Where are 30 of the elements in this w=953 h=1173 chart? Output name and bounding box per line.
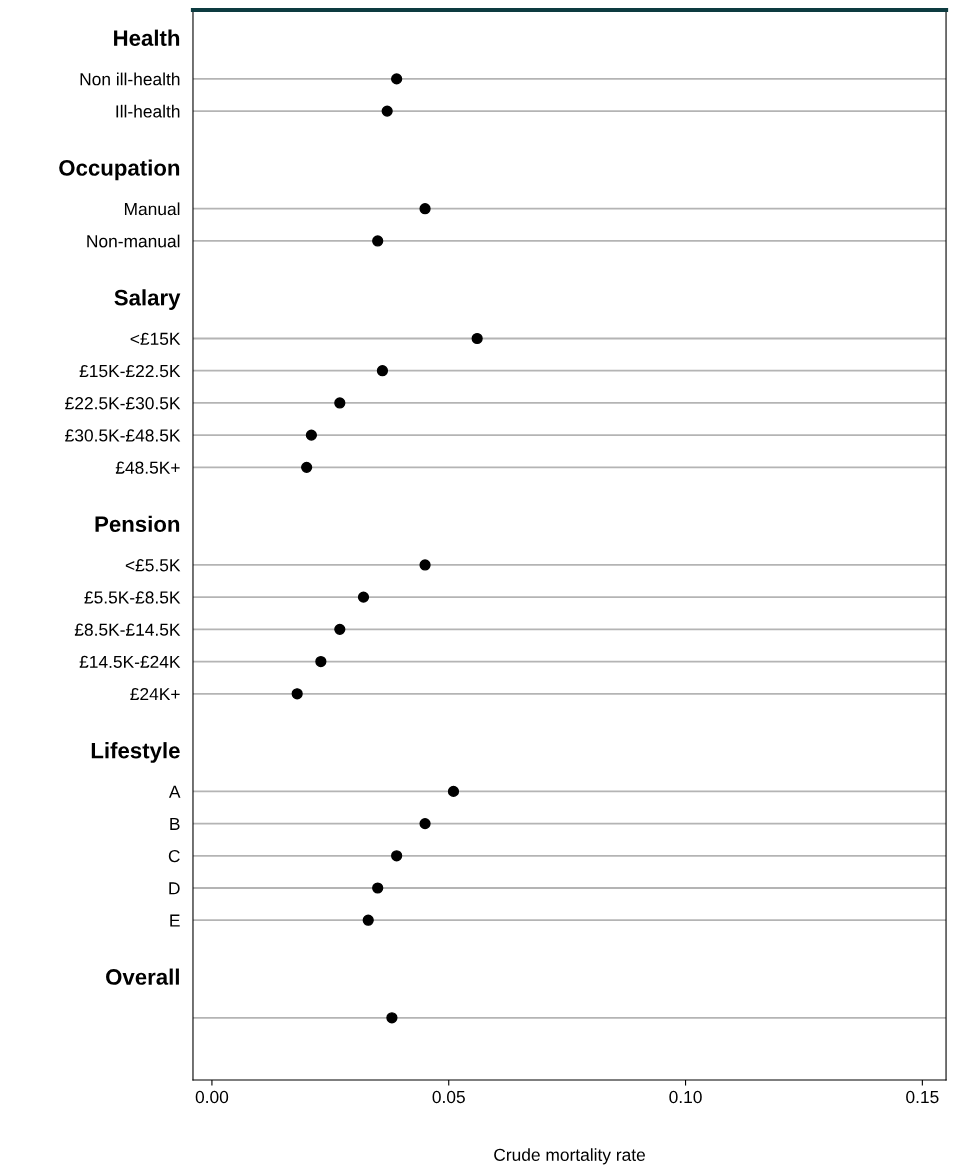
y-tick-label: C: [168, 849, 180, 863]
y-tick-label: Health: [114, 29, 180, 46]
y-tick-label: Manual: [124, 202, 180, 216]
y-tick-label: £5.5K-£8.5K: [84, 591, 181, 604]
y-tick-label: £14.5K-£24K: [79, 655, 181, 669]
y-tick-label: E: [170, 914, 180, 927]
y-tick-label: B: [170, 817, 180, 830]
x-tick-label: 0.05: [432, 1090, 465, 1104]
y-tick-label: Ill-health: [116, 104, 180, 118]
y-tick-label: £30.5K-£48.5K: [65, 429, 181, 442]
y-tick-label: Pension: [95, 515, 180, 532]
y-tick-label: £48.5K+: [115, 461, 180, 474]
y-tick-label: Salary: [114, 289, 181, 310]
y-tick-label: Occupation: [59, 159, 180, 181]
x-axis-title: Crude mortality rate: [494, 1148, 645, 1165]
y-tick-label: Non ill-health: [80, 72, 180, 86]
y-tick-label: Lifestyle: [91, 742, 180, 763]
y-tick-label: £22.5K-£30.5K: [65, 397, 181, 410]
y-tick-label: D: [169, 882, 180, 895]
y-tick-label: £8.5K-£14.5K: [74, 623, 181, 636]
y-tick-label: £24K+: [130, 687, 180, 701]
y-tick-label: £15K-£22.5K: [79, 364, 181, 378]
y-tick-label: Non-manual: [87, 234, 180, 248]
x-tick-label: 0.10: [669, 1090, 702, 1104]
y-tick-label: <£15K: [130, 332, 181, 345]
y-tick-label: <£5.5K: [125, 559, 181, 572]
x-tick-label: 0.15: [906, 1090, 939, 1104]
y-tick-label: Overall: [106, 968, 179, 985]
x-tick-label: 0.00: [195, 1090, 229, 1104]
y-tick-label: A: [168, 785, 181, 798]
